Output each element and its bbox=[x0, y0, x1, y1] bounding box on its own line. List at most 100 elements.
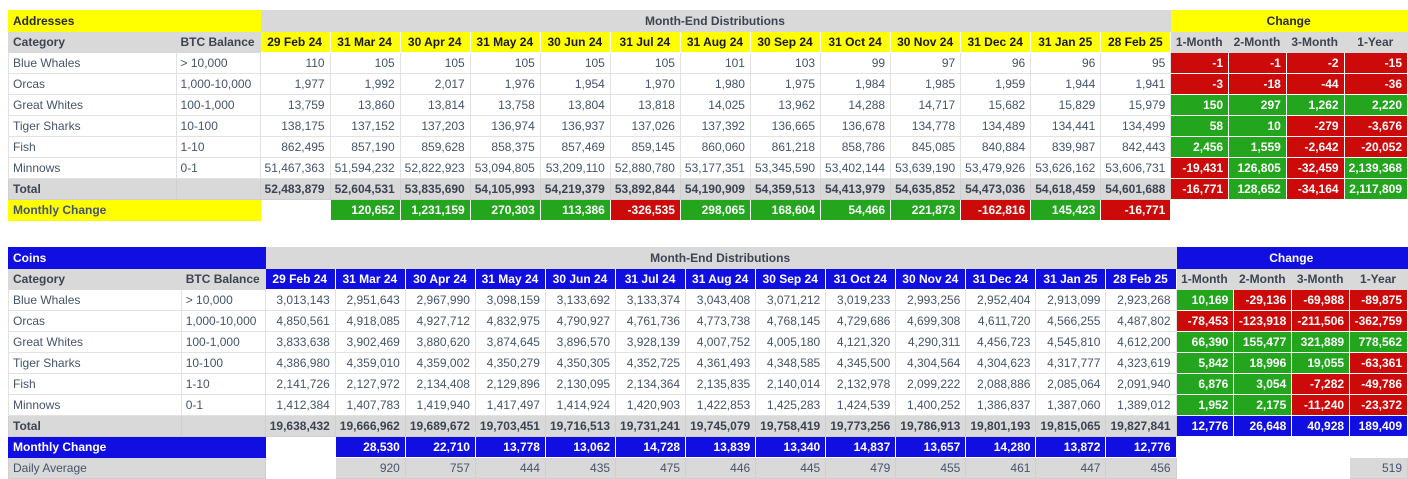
total-value-cell: 52,483,879 bbox=[259, 178, 331, 200]
change-cell: -44 bbox=[1285, 73, 1345, 95]
value-cell: 4,304,564 bbox=[895, 352, 967, 374]
total-value-cell: 54,190,909 bbox=[679, 178, 751, 200]
value-cell: 14,717 bbox=[890, 94, 962, 116]
value-cell: 2,923,268 bbox=[1105, 289, 1177, 311]
change-cell: 2,220 bbox=[1343, 94, 1408, 116]
value-cell: 1,407,783 bbox=[334, 394, 406, 416]
value-cell: 4,790,927 bbox=[544, 310, 617, 332]
monthly-change-cell: 120,652 bbox=[329, 199, 401, 221]
change-cell: 66,390 bbox=[1175, 331, 1235, 353]
value-cell: 3,874,645 bbox=[474, 331, 546, 353]
total-value-cell: 54,219,379 bbox=[539, 178, 611, 200]
column-header-row: Category BTC Balance 29 Feb 24 31 Mar 24 30 … bbox=[8, 268, 1408, 290]
total-value-cell: 19,786,913 bbox=[895, 415, 967, 437]
value-cell: 845,085 bbox=[890, 136, 962, 158]
date-header: 31 Oct 24 bbox=[820, 31, 892, 53]
monthly-change-cell: 14,728 bbox=[615, 436, 687, 458]
change-cell: -49,786 bbox=[1349, 373, 1408, 395]
category-header: Category bbox=[8, 31, 177, 53]
change-cell: -78,453 bbox=[1175, 310, 1235, 332]
value-cell: 3,098,159 bbox=[474, 289, 546, 311]
total-change-cell: 40,928 bbox=[1291, 415, 1351, 437]
daily-average-cell: 920 bbox=[334, 457, 406, 479]
total-change-cell: -16,771 bbox=[1170, 178, 1230, 200]
value-cell: 105 bbox=[609, 52, 681, 74]
value-cell: 1,400,252 bbox=[895, 394, 967, 416]
coins-title: Coins bbox=[8, 247, 266, 269]
total-value-cell: 54,601,688 bbox=[1100, 178, 1172, 200]
value-cell: 13,759 bbox=[259, 94, 331, 116]
value-cell: 3,019,233 bbox=[825, 289, 897, 311]
value-cell: 4,545,810 bbox=[1035, 331, 1107, 353]
date-header: 31 Jan 25 bbox=[1035, 268, 1107, 290]
value-cell: 103 bbox=[749, 52, 822, 74]
value-cell: 1,414,924 bbox=[544, 394, 617, 416]
btc-balance-cell: 10-100 bbox=[180, 352, 266, 374]
total-change-cell: 2,117,809 bbox=[1343, 178, 1408, 200]
empty-cell bbox=[1291, 436, 1351, 458]
change-cell: 150 bbox=[1170, 94, 1230, 116]
value-cell: 4,611,720 bbox=[965, 310, 1037, 332]
change-header: Change bbox=[1175, 247, 1408, 269]
total-value-cell: 53,835,690 bbox=[399, 178, 471, 200]
category-cell: Fish bbox=[8, 373, 182, 395]
daily-average-cell: 475 bbox=[615, 457, 687, 479]
total-value-cell: 19,703,451 bbox=[474, 415, 546, 437]
date-header: 28 Feb 25 bbox=[1100, 31, 1172, 53]
total-value-cell: 19,745,079 bbox=[685, 415, 757, 437]
value-cell: 4,487,802 bbox=[1105, 310, 1177, 332]
change-cell: 2,139,368 bbox=[1343, 157, 1408, 179]
change-cell: -279 bbox=[1285, 115, 1345, 137]
value-cell: 15,979 bbox=[1100, 94, 1172, 116]
date-header: 30 Apr 24 bbox=[399, 31, 471, 53]
value-cell: 13,758 bbox=[469, 94, 541, 116]
total-value-cell: 19,801,193 bbox=[965, 415, 1037, 437]
table-row: Minnows 0-1 1,412,384 1,407,783 1,419,940 1,4… bbox=[8, 394, 1408, 416]
value-cell: 4,386,980 bbox=[264, 352, 336, 374]
change-cell: 778,562 bbox=[1349, 331, 1408, 353]
btc-balance-cell: > 10,000 bbox=[175, 52, 261, 74]
value-cell: 137,392 bbox=[679, 115, 751, 137]
value-cell: 1,959 bbox=[960, 73, 1032, 95]
value-cell: 4,456,723 bbox=[965, 331, 1037, 353]
daily-average-cell: 456 bbox=[1105, 457, 1177, 479]
value-cell: 4,348,585 bbox=[755, 352, 827, 374]
change-cell: -36 bbox=[1343, 73, 1408, 95]
value-cell: 14,288 bbox=[820, 94, 892, 116]
monthly-change-cell: 13,778 bbox=[474, 436, 546, 458]
total-value-cell: 54,618,459 bbox=[1030, 178, 1102, 200]
daily-average-cell: 444 bbox=[474, 457, 546, 479]
change-cell: 2,175 bbox=[1233, 394, 1293, 416]
total-value-cell: 54,473,036 bbox=[960, 178, 1032, 200]
value-cell: 4,832,975 bbox=[474, 310, 546, 332]
value-cell: 4,359,002 bbox=[404, 352, 476, 374]
monthly-change-cell: 28,530 bbox=[334, 436, 406, 458]
value-cell: 138,175 bbox=[259, 115, 331, 137]
total-balance-cell bbox=[180, 415, 266, 437]
value-cell: 51,594,232 bbox=[329, 157, 401, 179]
value-cell: 4,761,736 bbox=[615, 310, 687, 332]
daily-average-cell: 447 bbox=[1035, 457, 1107, 479]
value-cell: 1,992 bbox=[329, 73, 401, 95]
value-cell: 13,804 bbox=[539, 94, 611, 116]
value-cell: 3,880,620 bbox=[404, 331, 476, 353]
change-column-header: 3-Month bbox=[1285, 31, 1345, 53]
value-cell: 3,013,143 bbox=[264, 289, 336, 311]
value-cell: 1,976 bbox=[469, 73, 541, 95]
addresses-table: Addresses Month-End Distributions Change Ca… bbox=[8, 10, 1408, 221]
total-value-cell: 54,359,513 bbox=[749, 178, 822, 200]
total-value-cell: 19,638,432 bbox=[264, 415, 336, 437]
change-cell: 155,477 bbox=[1233, 331, 1293, 353]
change-cell: -2,642 bbox=[1285, 136, 1345, 158]
value-cell: 53,402,144 bbox=[820, 157, 892, 179]
value-cell: 1,985 bbox=[890, 73, 962, 95]
value-cell: 4,729,686 bbox=[825, 310, 897, 332]
value-cell: 1,412,384 bbox=[264, 394, 336, 416]
total-row: Total 52,483,879 52,604,531 53,835,690 54,10… bbox=[8, 178, 1408, 200]
value-cell: 4,359,010 bbox=[334, 352, 406, 374]
value-cell: 99 bbox=[820, 52, 892, 74]
category-cell: Great Whites bbox=[8, 94, 177, 116]
change-cell: 321,889 bbox=[1291, 331, 1351, 353]
value-cell: 4,612,200 bbox=[1105, 331, 1177, 353]
value-cell: 3,133,374 bbox=[615, 289, 687, 311]
